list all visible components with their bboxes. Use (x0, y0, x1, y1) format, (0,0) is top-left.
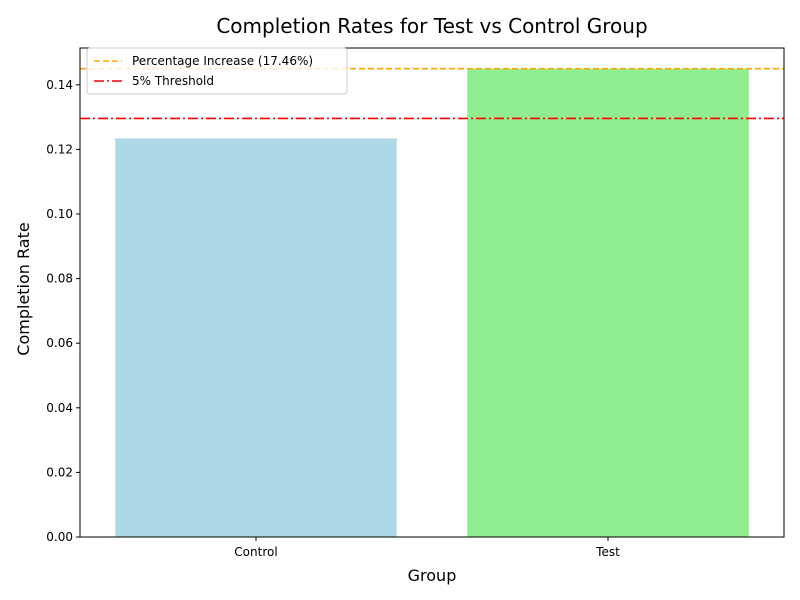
legend-box (86, 47, 348, 95)
x-tick-label: Test (595, 545, 620, 559)
y-tick-label: 0.00 (46, 530, 73, 544)
x-axis-title: Group (408, 566, 457, 585)
y-tick-label: 0.12 (46, 142, 73, 156)
chart-title: Completion Rates for Test vs Control Gro… (216, 14, 647, 38)
legend-label: 5% Threshold (132, 74, 214, 88)
y-tick-label: 0.06 (46, 336, 73, 350)
y-tick-label: 0.02 (46, 465, 73, 479)
plot-frame (79, 47, 785, 538)
legend-label: Percentage Increase (17.46%) (132, 54, 313, 68)
axes-layer: 0.00 0.02 0.04 0.06 0.08 0.10 0.12 0.14 Control T… (46, 47, 785, 559)
bar-control (115, 138, 397, 538)
bars-layer (115, 68, 749, 538)
y-tick-label: 0.04 (46, 401, 73, 415)
x-tick-label: Control (234, 545, 277, 559)
y-tick-label: 0.10 (46, 207, 73, 221)
y-tick-label: 0.08 (46, 272, 73, 286)
y-axis-title: Completion Rate (14, 222, 33, 355)
y-tick-label: 0.14 (46, 78, 73, 92)
legend: Percentage Increase (17.46%) 5% Threshold (86, 47, 348, 95)
bar-test (467, 68, 749, 537)
